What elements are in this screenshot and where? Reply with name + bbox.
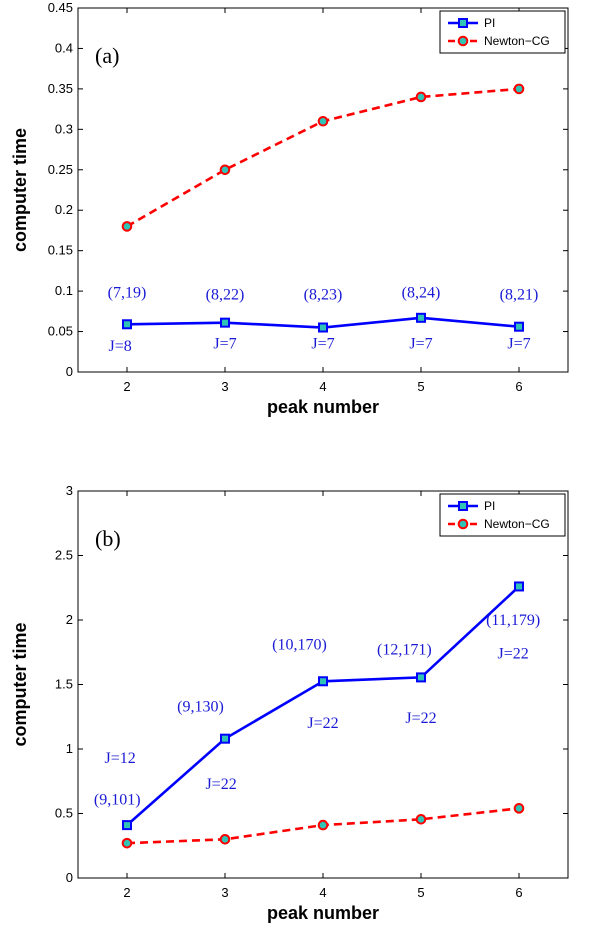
annotation-label: J=22 [307, 715, 338, 732]
annotation-label: J=7 [409, 336, 432, 353]
y-tick-label: 2 [66, 612, 73, 627]
data-point-square [220, 317, 230, 328]
annotation-label: (7,19) [108, 285, 147, 302]
annotation-label: (8,21) [500, 286, 539, 303]
legend-label: PI [484, 499, 495, 513]
y-tick-label: 0.25 [48, 162, 73, 177]
data-point-circle [219, 164, 231, 176]
annotation-label: (8,22) [206, 286, 245, 303]
annotation-label: (8,24) [402, 285, 441, 302]
y-tick-label: 0 [66, 870, 73, 885]
x-tick-label: 3 [221, 885, 228, 900]
x-tick-label: 6 [515, 379, 522, 394]
annotation-label: (12,171) [377, 642, 432, 659]
data-point-circle [317, 819, 329, 831]
data-point-circle [121, 837, 133, 849]
x-tick-label: 4 [319, 379, 326, 394]
data-point-square [122, 820, 132, 831]
annotation-label: J=7 [213, 336, 236, 353]
x-tick-label: 2 [123, 379, 130, 394]
data-point-square [416, 312, 426, 323]
x-tick-label: 2 [123, 885, 130, 900]
legend: PI Newton−CG [439, 10, 566, 54]
y-tick-label: 0.35 [48, 81, 73, 96]
x-tick-label: 4 [319, 885, 326, 900]
plot-frame [77, 7, 569, 373]
legend-label: Newton−CG [484, 34, 550, 48]
annotation-label: J=22 [405, 710, 436, 727]
chart-panel-2: 2 3 4 5 6 0 0.5 1 1.5 2 2.5 3 peak number computer ti… [10, 483, 569, 923]
data-point-circle [317, 115, 329, 127]
x-tick-label: 3 [221, 379, 228, 394]
y-tick-label: 2.5 [55, 548, 73, 563]
annotation-label: (9,130) [177, 698, 224, 715]
data-point-circle [121, 221, 133, 232]
y-tick-label: 0 [66, 364, 73, 379]
x-tick-label: 5 [417, 885, 424, 900]
legend-marker-circle [457, 518, 469, 530]
y-tick-label: 0.3 [55, 121, 73, 136]
data-point-circle [415, 91, 427, 103]
y-tick-label: 1.5 [55, 677, 73, 692]
data-point-square [514, 581, 524, 592]
data-point-circle [513, 83, 525, 95]
y-tick-label: 1 [66, 741, 73, 756]
y-axis-label: computer time [10, 622, 30, 746]
data-point-square [318, 676, 328, 687]
data-point-square [318, 322, 328, 333]
y-tick-label: 0.05 [48, 324, 73, 339]
chart-panel-1: 2 3 4 5 6 0 0.05 0.1 0.15 0.2 0.25 0.3 0.35 0.4 0.45 pe… [10, 0, 569, 417]
data-point-square [514, 321, 524, 332]
legend-label: PI [484, 16, 495, 30]
x-axis-label: peak number [267, 903, 379, 923]
data-point-circle [513, 803, 525, 814]
data-point-circle [415, 814, 427, 825]
x-axis-label: peak number [267, 397, 379, 417]
panel-label: (a) [95, 43, 119, 68]
annotation-label: (9,101) [94, 791, 141, 808]
y-tick-label: 0.1 [55, 283, 73, 298]
legend-marker-square [458, 18, 468, 28]
annotation-label: J=22 [205, 776, 236, 793]
legend-marker-circle [457, 35, 469, 47]
y-tick-label: 3 [66, 483, 73, 498]
annotation-label: (11,179) [486, 612, 540, 629]
x-tick-label: 6 [515, 885, 522, 900]
annotation-label: J=12 [105, 750, 136, 767]
annotation-label: (8,23) [304, 286, 343, 303]
legend-label: Newton−CG [484, 517, 550, 531]
data-point-square [220, 733, 230, 744]
data-point-square [416, 672, 426, 683]
annotation-label: (10,170) [272, 637, 327, 654]
annotation-label: J=22 [497, 646, 528, 663]
y-tick-label: 0.4 [55, 40, 73, 55]
y-axis-label: computer time [10, 128, 30, 252]
y-tick-label: 0.15 [48, 243, 73, 258]
legend-marker-square [458, 501, 468, 511]
legend: PI Newton−CG [439, 493, 566, 537]
y-tick-label: 0.45 [48, 0, 73, 15]
y-tick-label: 0.5 [55, 806, 73, 821]
annotation-label: J=7 [507, 336, 530, 353]
y-tick-label: 0.2 [55, 202, 73, 217]
data-point-circle [219, 834, 231, 845]
panel-label: (b) [95, 526, 121, 551]
x-tick-label: 5 [417, 379, 424, 394]
data-point-square [122, 319, 132, 330]
annotation-label: J=7 [311, 336, 334, 353]
annotation-label: J=8 [109, 338, 132, 355]
